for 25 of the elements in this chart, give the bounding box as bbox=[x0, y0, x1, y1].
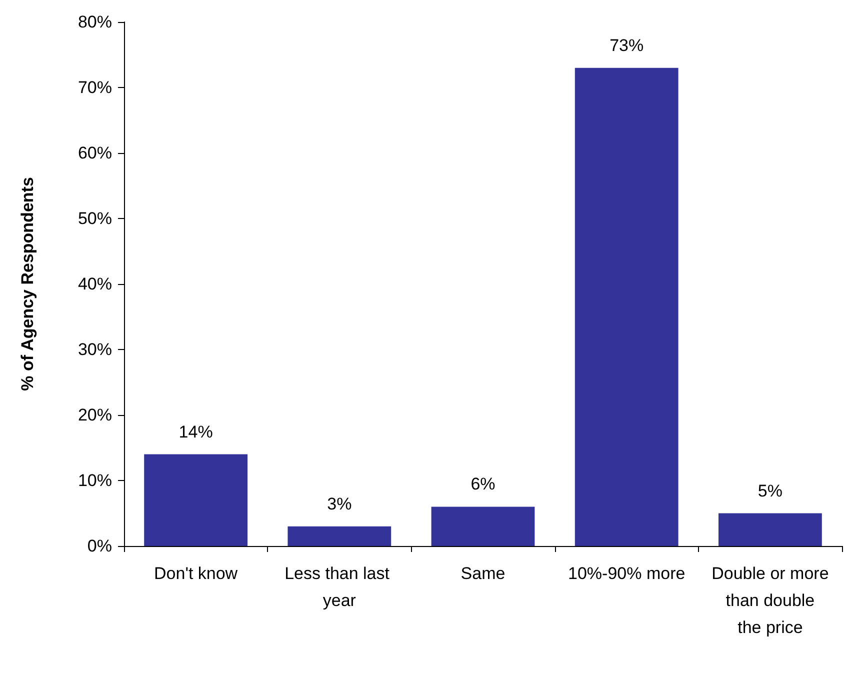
data-label: 3% bbox=[327, 494, 352, 514]
y-tick-label: 50% bbox=[78, 209, 112, 228]
y-tick-label: 60% bbox=[78, 144, 112, 162]
bar bbox=[574, 68, 678, 546]
y-tick-label: 30% bbox=[78, 340, 112, 359]
bar bbox=[288, 526, 392, 546]
y-tick-label: 40% bbox=[78, 274, 112, 294]
x-tick-label: Less than last year bbox=[284, 564, 394, 610]
bar bbox=[431, 506, 535, 546]
y-tick-label: 10% bbox=[78, 471, 112, 490]
x-tick-label: Same bbox=[460, 564, 506, 583]
data-label: 73% bbox=[610, 36, 644, 55]
y-tick-label: 20% bbox=[78, 406, 112, 424]
y-tick-label: 0% bbox=[87, 536, 112, 556]
y-tick-label: 70% bbox=[78, 78, 112, 97]
x-tick-label: 10%-90% more bbox=[568, 564, 686, 583]
y-axis-title: % of Agency Respondents bbox=[18, 177, 37, 391]
data-label: 14% bbox=[178, 422, 213, 442]
data-label: 5% bbox=[758, 481, 782, 500]
x-tick-label: Double or more than double the price bbox=[712, 564, 829, 637]
x-tick-label: Don't know bbox=[154, 564, 238, 583]
data-label: 6% bbox=[470, 474, 496, 494]
bar bbox=[718, 513, 822, 546]
bar bbox=[144, 454, 248, 546]
y-tick-label: 80% bbox=[78, 12, 112, 32]
